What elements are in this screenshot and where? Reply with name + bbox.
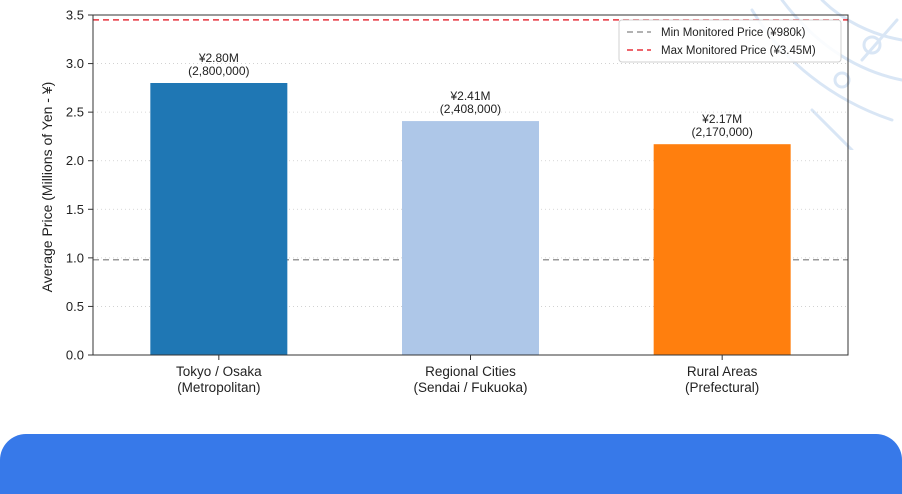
y-tick-label: 0.0 xyxy=(66,348,84,363)
x-tick-label: (Metropolitan) xyxy=(177,380,260,395)
y-axis-title: Average Price (Millions of Yen - ¥) xyxy=(39,82,55,293)
y-tick-label: 0.5 xyxy=(66,299,84,314)
bar xyxy=(150,83,288,355)
data-label: (2,170,000) xyxy=(691,125,752,139)
data-label: ¥2.17M xyxy=(701,112,742,126)
data-label: (2,800,000) xyxy=(188,64,249,78)
y-tick-label: 3.0 xyxy=(66,56,84,71)
x-tick-label: (Prefectural) xyxy=(685,380,759,395)
legend-entry: Max Monitored Price (¥3.45M) xyxy=(661,45,816,57)
bar xyxy=(402,121,539,355)
bar xyxy=(653,144,791,355)
x-tick-label: Rural Areas xyxy=(687,364,758,379)
data-label: ¥2.41M xyxy=(449,89,490,103)
x-tick-label: (Sendai / Fukuoka) xyxy=(413,380,527,395)
plot-frame xyxy=(92,14,849,356)
y-tick-label: 2.0 xyxy=(66,153,84,168)
bottom-panel xyxy=(0,434,902,494)
x-tick-label: Regional Cities xyxy=(425,364,516,379)
bar-chart: ¥2.80M(2,800,000) ¥2.41M(2,408,000) ¥2.17M… xyxy=(39,8,849,395)
bars xyxy=(150,83,791,355)
y-tick-label: 3.5 xyxy=(66,8,84,23)
y-tick-label: 2.5 xyxy=(66,105,84,120)
legend: Min Monitored Price (¥980k) Max Monitored… xyxy=(618,19,842,63)
y-tick-label: 1.5 xyxy=(66,202,84,217)
data-label: (2,408,000) xyxy=(440,102,501,116)
legend-box xyxy=(618,19,842,63)
y-tick-label: 1.0 xyxy=(66,250,84,265)
data-labels: ¥2.80M(2,800,000) ¥2.41M(2,408,000) ¥2.17M… xyxy=(188,51,753,139)
legend-entry: Min Monitored Price (¥980k) xyxy=(661,27,806,39)
data-label: ¥2.80M xyxy=(198,51,239,65)
x-tick-label: Tokyo / Osaka xyxy=(176,364,262,379)
axes: 0.0 0.5 1.0 1.5 2.0 2.5 3.0 3.5 Tokyo / Osaka(Me… xyxy=(66,8,849,395)
